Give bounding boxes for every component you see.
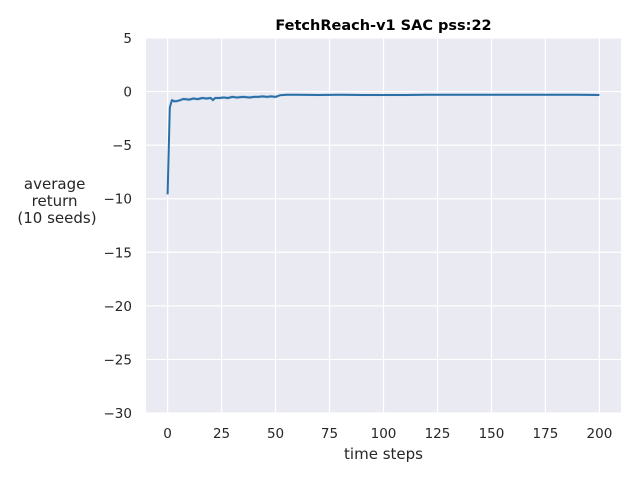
y-axis-label-line-2: return — [32, 192, 78, 210]
y-tick-label: −10 — [104, 192, 133, 208]
series-line — [166, 93, 600, 195]
y-axis-ticks: 5 0 −5 −10 −15 −20 −25 −30 — [104, 31, 133, 422]
grid — [146, 37, 621, 414]
x-tick-label: 175 — [533, 426, 559, 442]
y-tick-label: −25 — [104, 352, 133, 368]
y-tick-label: −20 — [104, 299, 133, 315]
y-axis-label-line-3: (10 seeds) — [17, 209, 96, 227]
y-tick-label: −30 — [104, 406, 133, 422]
x-axis-ticks: 0 25 50 75 100 125 150 175 200 — [163, 426, 612, 442]
x-tick-label: 200 — [587, 426, 613, 442]
x-tick-label: 150 — [479, 426, 505, 442]
y-tick-label: 0 — [123, 85, 132, 101]
y-tick-label: −15 — [104, 245, 133, 261]
x-tick-label: 25 — [213, 426, 230, 442]
y-axis-label-line-1: average — [24, 175, 85, 193]
y-tick-label: 5 — [123, 31, 132, 47]
chart-title: FetchReach-v1 SAC pss:22 — [275, 18, 491, 34]
y-tick-label: −5 — [112, 138, 132, 154]
x-tick-label: 100 — [371, 426, 397, 442]
x-tick-label: 0 — [163, 426, 172, 442]
x-axis-label: time steps — [344, 445, 423, 463]
x-tick-label: 50 — [267, 426, 284, 442]
y-axis-label: average return (10 seeds) — [17, 175, 96, 227]
x-tick-label: 75 — [321, 426, 338, 442]
x-tick-label: 125 — [425, 426, 451, 442]
